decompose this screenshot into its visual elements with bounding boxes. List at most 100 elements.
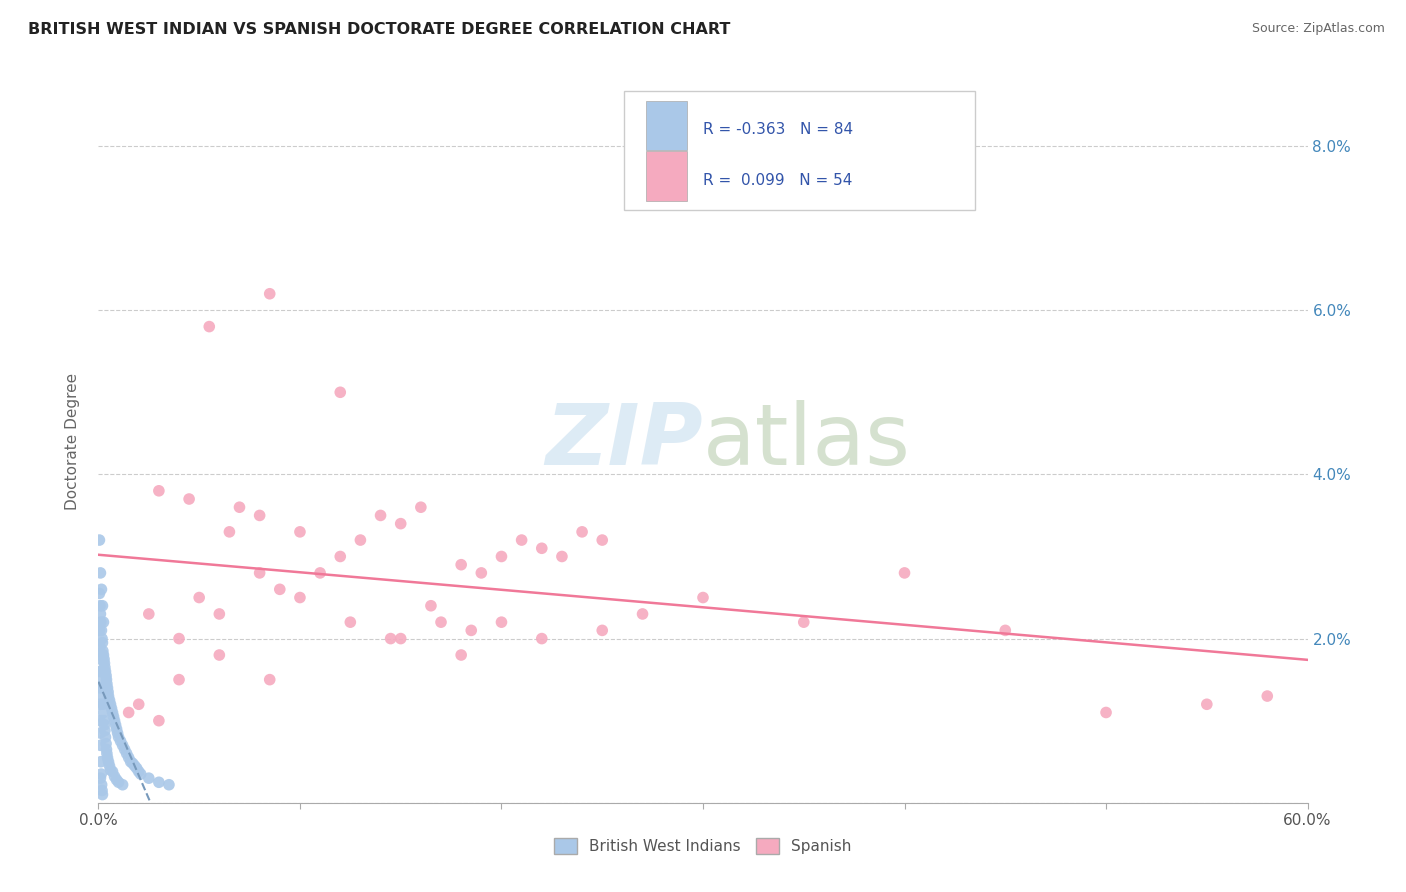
Point xyxy=(89,624,111,638)
Point xyxy=(94,723,117,738)
Point xyxy=(103,770,125,784)
Point xyxy=(370,508,392,523)
Point xyxy=(167,673,190,687)
Point xyxy=(96,750,118,764)
FancyBboxPatch shape xyxy=(624,91,976,211)
Point xyxy=(93,615,115,630)
Point xyxy=(793,615,815,630)
Point xyxy=(97,685,120,699)
Point xyxy=(430,615,453,630)
Point xyxy=(90,673,112,687)
Text: BRITISH WEST INDIAN VS SPANISH DOCTORATE DEGREE CORRELATION CHART: BRITISH WEST INDIAN VS SPANISH DOCTORATE… xyxy=(28,22,731,37)
Point xyxy=(288,591,311,605)
Point xyxy=(105,722,128,736)
Point xyxy=(450,558,472,572)
Point xyxy=(631,607,654,621)
Point xyxy=(148,483,170,498)
Text: Source: ZipAtlas.com: Source: ZipAtlas.com xyxy=(1251,22,1385,36)
Point xyxy=(409,500,432,515)
Point xyxy=(96,747,118,761)
Point xyxy=(1095,706,1118,720)
Point xyxy=(96,673,118,687)
Legend: British West Indians, Spanish: British West Indians, Spanish xyxy=(548,832,858,860)
Point xyxy=(389,632,412,646)
Point xyxy=(90,582,112,597)
Point xyxy=(90,755,112,769)
Point xyxy=(93,657,115,671)
Point xyxy=(491,549,513,564)
Point xyxy=(114,742,136,756)
Point xyxy=(1195,698,1218,712)
Point xyxy=(89,665,111,679)
Point xyxy=(100,763,122,777)
Point xyxy=(94,730,117,744)
Point xyxy=(530,541,553,556)
Point xyxy=(100,701,122,715)
Point xyxy=(591,533,613,547)
Point xyxy=(259,286,281,301)
Point xyxy=(450,648,472,662)
Point xyxy=(1256,689,1278,703)
Point xyxy=(89,698,111,712)
Point xyxy=(90,778,112,792)
Point xyxy=(97,689,120,703)
Point xyxy=(89,739,111,753)
Point xyxy=(94,660,117,674)
Point xyxy=(96,681,118,695)
Point xyxy=(103,709,125,723)
Point xyxy=(188,591,211,605)
Point xyxy=(380,632,402,646)
Point xyxy=(94,668,117,682)
Point xyxy=(89,599,111,613)
Point xyxy=(125,761,148,775)
Point xyxy=(96,742,118,756)
Point xyxy=(510,533,533,547)
Point xyxy=(179,491,201,506)
Point xyxy=(111,778,134,792)
Point xyxy=(93,706,115,720)
Point xyxy=(259,673,281,687)
Point xyxy=(249,566,271,580)
Point xyxy=(100,698,122,712)
Point xyxy=(218,524,240,539)
Point xyxy=(208,648,231,662)
Point xyxy=(115,747,138,761)
Point xyxy=(89,771,111,785)
Point xyxy=(89,652,111,666)
Point xyxy=(91,644,114,658)
Point xyxy=(91,698,114,712)
Point xyxy=(98,759,121,773)
Point xyxy=(591,624,613,638)
Point xyxy=(93,714,115,728)
Point xyxy=(121,756,143,771)
Point xyxy=(128,764,150,779)
Point xyxy=(893,566,915,580)
Point xyxy=(129,767,152,781)
Point xyxy=(491,615,513,630)
Point xyxy=(91,632,114,646)
Point xyxy=(89,726,111,740)
Point xyxy=(89,681,111,695)
Point xyxy=(93,718,115,732)
Point xyxy=(249,508,271,523)
Point xyxy=(93,648,115,662)
Point xyxy=(530,632,553,646)
Point xyxy=(107,726,129,740)
Point xyxy=(228,500,250,515)
Point xyxy=(90,615,112,630)
Point xyxy=(93,652,115,666)
Point xyxy=(90,624,112,638)
Point xyxy=(269,582,291,597)
Point xyxy=(692,591,714,605)
Point xyxy=(349,533,371,547)
Point xyxy=(91,636,114,650)
Point xyxy=(329,385,352,400)
Point xyxy=(91,689,114,703)
Point xyxy=(107,730,129,744)
Text: R =  0.099   N = 54: R = 0.099 N = 54 xyxy=(703,173,852,187)
Point xyxy=(470,566,492,580)
Point xyxy=(288,524,311,539)
Point xyxy=(460,624,482,638)
Point xyxy=(148,714,170,728)
Point xyxy=(89,714,111,728)
